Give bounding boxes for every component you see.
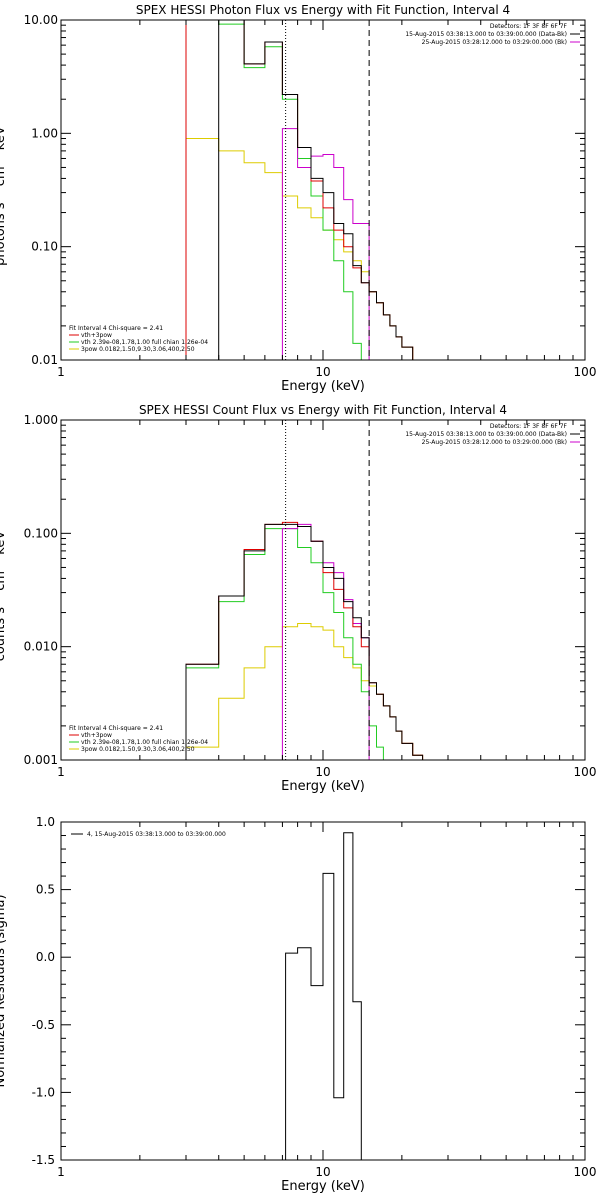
plot-1: SPEX HESSI Photon Flux vs Energy with Fi…	[0, 3, 597, 394]
x-axis-label: Energy (keV)	[281, 779, 365, 794]
fit-legend-header: Fit Interval 4 Chi-square = 2.41	[69, 725, 163, 732]
y-axis-label: photons s⁻¹ cm⁻² keV⁻¹	[0, 114, 8, 266]
fit-legend-entry: 3pow 0.0182,1.50,9.30,3.06,400,2.50	[81, 346, 195, 353]
x-tick-label: 10	[315, 365, 330, 379]
x-tick-label: 100	[574, 765, 597, 779]
detectors-legend-line: 15-Aug-2015 03:38:13.000 to 03:39:00.000…	[405, 431, 567, 438]
y-tick-label: 1.0	[36, 815, 55, 829]
x-tick-label: 100	[574, 1165, 597, 1179]
detectors-legend-line: Detectors: 1F 3F 8F 6F 7F	[490, 23, 568, 30]
y-tick-label: 0.01	[31, 353, 58, 367]
y-tick-label: 0.100	[24, 526, 58, 540]
y-tick-label: 1.00	[31, 126, 58, 140]
residual-legend-entry: 4, 15-Aug-2015 03:38:13.000 to 03:39:00.…	[87, 831, 226, 838]
series-line-background_series	[281, 128, 370, 360]
y-axis-label: counts s⁻¹ cm⁻² keV⁻¹	[0, 519, 8, 662]
series-line-thermal	[185, 20, 362, 360]
fit-legend-header: Fit Interval 4 Chi-square = 2.41	[69, 325, 163, 332]
fit-legend-entry: vth 2.39e-08,1.78,1.00 full chian 1.26e-…	[81, 739, 208, 746]
series-line-total	[218, 20, 424, 360]
y-tick-label: 0.10	[31, 240, 58, 254]
fit-legend-entry: 3pow 0.0182,1.50,9.30,3.06,400,2.50	[81, 746, 195, 753]
chart-title: SPEX HESSI Count Flux vs Energy with Fit…	[139, 403, 507, 417]
y-tick-label: -1.5	[32, 1153, 55, 1167]
fit-legend-entry: vth+3pow	[81, 732, 112, 739]
x-axis-label: Energy (keV)	[281, 1179, 365, 1194]
plot-frame	[60, 821, 586, 1161]
y-tick-label: -1.0	[32, 1085, 55, 1099]
x-tick-label: 10	[315, 1165, 330, 1179]
x-axis-label: Energy (keV)	[281, 379, 365, 394]
fit-legend-entry: vth 2.39e-08,1.78,1.00 full chian 1.26e-…	[81, 339, 208, 346]
plot-2: SPEX HESSI Count Flux vs Energy with Fit…	[0, 403, 596, 794]
y-axis-label: Normalized Residuals (sigma)	[0, 894, 8, 1087]
series-line-power	[185, 623, 424, 760]
fit-legend-entry: vth+3pow	[81, 332, 112, 339]
detectors-legend-line: 25-Aug-2015 03:28:12.000 to 03:29:00.000…	[422, 439, 567, 446]
detectors-legend-line: 15-Aug-2015 03:38:13.000 to 03:39:00.000…	[405, 31, 567, 38]
series-line-thermal	[185, 528, 384, 760]
series-line-background_series	[281, 523, 370, 760]
y-tick-label: 1.000	[24, 413, 58, 427]
plot-3: 1 10 100 Energy (keV) -1.5 -1.0 -0.5 0.0 0.5 1.0 N…	[0, 815, 596, 1194]
series-group	[185, 20, 424, 360]
y-tick-label: 0.010	[24, 640, 58, 654]
detectors-legend-line: 25-Aug-2015 03:28:12.000 to 03:29:00.000…	[422, 39, 567, 46]
x-tick-label: 1	[57, 365, 65, 379]
series-group	[285, 832, 362, 1160]
y-tick-label: 10.00	[24, 13, 58, 27]
x-tick-label: 100	[574, 365, 597, 379]
x-tick-label: 1	[57, 1165, 65, 1179]
y-tick-label: 0.0	[36, 950, 55, 964]
series-line-total	[285, 832, 362, 1160]
detectors-legend-line: Detectors: 1F 3F 8F 6F 7F	[490, 423, 568, 430]
x-tick-label: 10	[315, 765, 330, 779]
x-tick-label: 1	[57, 765, 65, 779]
series-group	[185, 521, 424, 760]
y-tick-label: 0.5	[36, 883, 55, 897]
series-line-total	[185, 523, 424, 760]
chart-title: SPEX HESSI Photon Flux vs Energy with Fi…	[136, 3, 510, 17]
y-tick-label: 0.001	[24, 753, 58, 767]
series-line-power	[185, 138, 424, 360]
series-line-model	[185, 20, 424, 360]
y-tick-label: -0.5	[32, 1018, 55, 1032]
